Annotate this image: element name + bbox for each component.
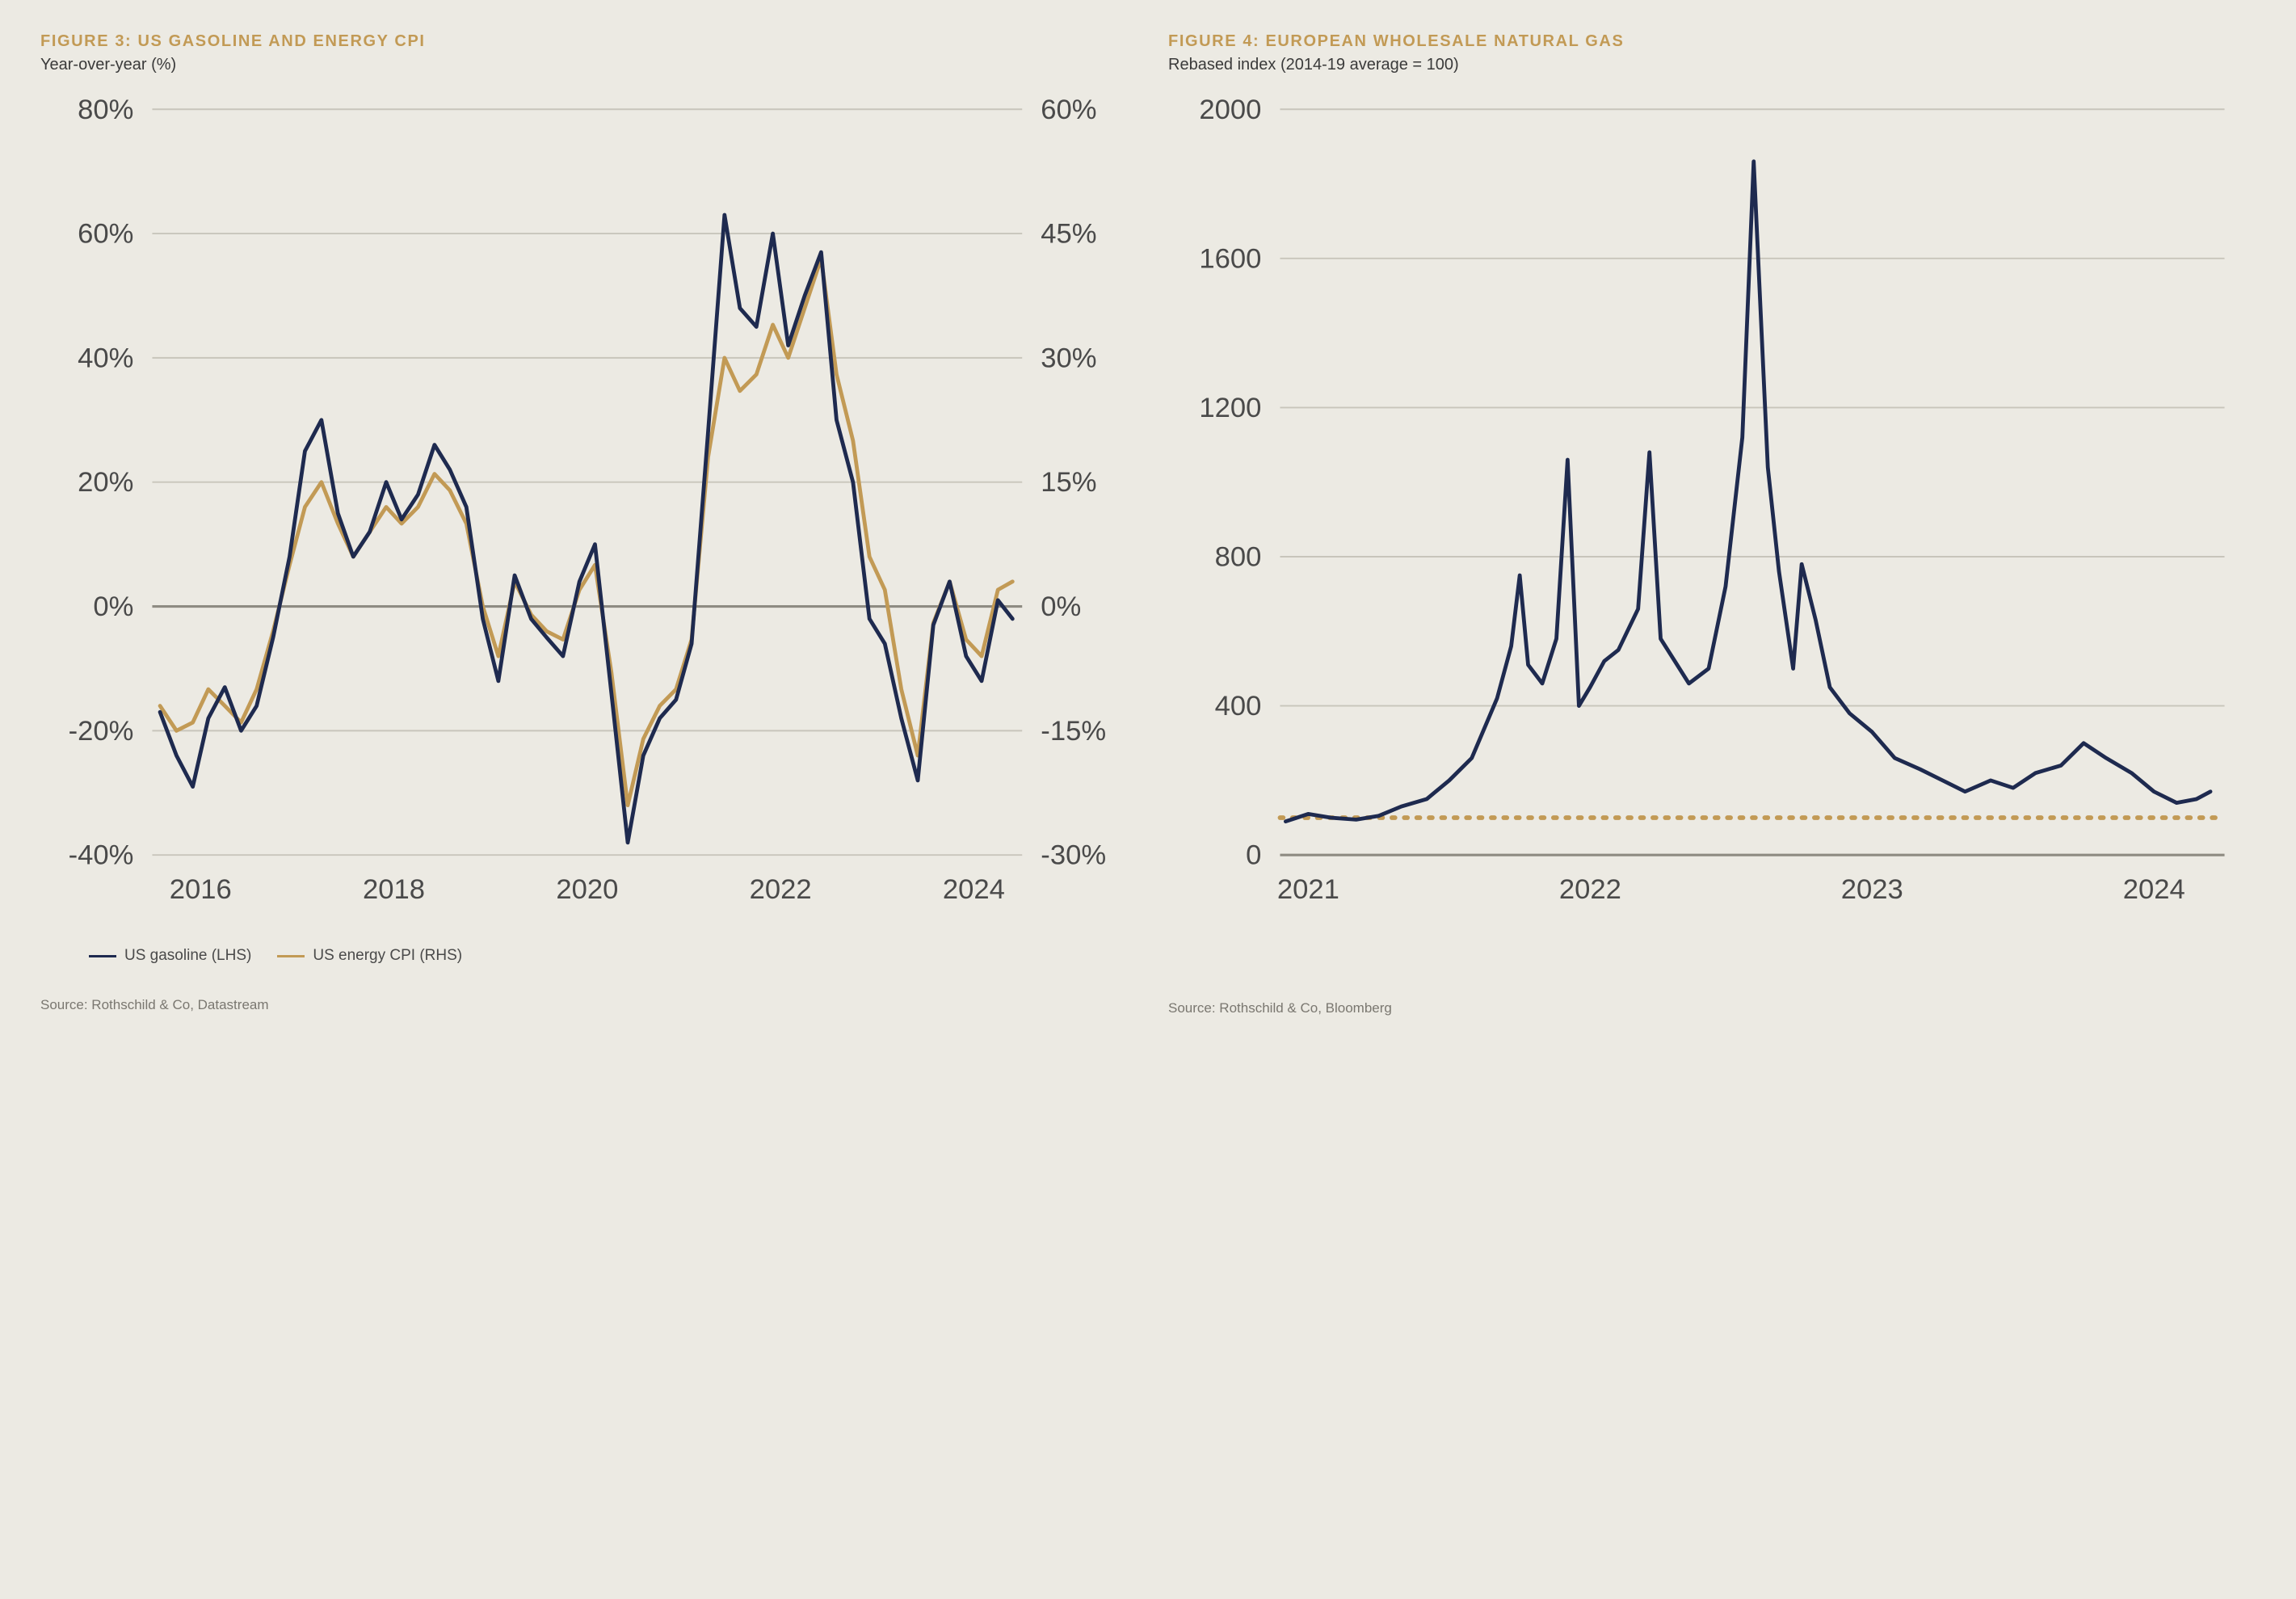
svg-text:2024: 2024 — [943, 874, 1005, 905]
svg-text:2024: 2024 — [2123, 874, 2185, 905]
charts-row: FIGURE 3: US GASOLINE AND ENERGY CPI Yea… — [40, 32, 2256, 1016]
figure-3-panel: FIGURE 3: US GASOLINE AND ENERGY CPI Yea… — [40, 32, 1128, 1016]
svg-text:800: 800 — [1215, 542, 1262, 573]
svg-text:2018: 2018 — [363, 874, 425, 905]
legend-label-energy-cpi: US energy CPI (RHS) — [313, 947, 462, 965]
svg-text:60%: 60% — [1041, 95, 1096, 125]
svg-text:0: 0 — [1246, 840, 1261, 871]
figure-4-subtitle: Rebased index (2014-19 average = 100) — [1168, 56, 2256, 74]
svg-text:2023: 2023 — [1841, 874, 1903, 905]
svg-text:20%: 20% — [78, 467, 133, 498]
figure-4-chart: 0 400 800 1200 1600 2000 2021 2022 2023 2024 — [1168, 94, 2256, 932]
svg-text:40%: 40% — [78, 343, 133, 373]
svg-text:400: 400 — [1215, 691, 1262, 722]
svg-text:45%: 45% — [1041, 219, 1096, 250]
figure-3-chart: -40% -20% 0% 20% 40% 60% 80% -30% -15% 0% 15% 30% 45… — [40, 94, 1128, 932]
svg-text:2022: 2022 — [1559, 874, 1621, 905]
legend-label-gasoline: US gasoline (LHS) — [124, 947, 251, 965]
legend-item-gasoline: US gasoline (LHS) — [89, 947, 251, 965]
svg-text:2020: 2020 — [556, 874, 618, 905]
svg-text:-30%: -30% — [1041, 840, 1106, 871]
svg-text:2016: 2016 — [170, 874, 232, 905]
figure-4-title: FIGURE 4: EUROPEAN WHOLESALE NATURAL GAS — [1168, 32, 2256, 51]
svg-text:0%: 0% — [93, 591, 133, 622]
figure-3-legend: US gasoline (LHS) US energy CPI (RHS) — [40, 947, 1128, 965]
svg-text:1600: 1600 — [1199, 243, 1261, 274]
figure-4-panel: FIGURE 4: EUROPEAN WHOLESALE NATURAL GAS… — [1168, 32, 2256, 1016]
svg-text:1200: 1200 — [1199, 393, 1261, 423]
svg-text:2022: 2022 — [750, 874, 812, 905]
svg-text:80%: 80% — [78, 95, 133, 125]
figure-3-subtitle: Year-over-year (%) — [40, 56, 1128, 74]
figure-4-source: Source: Rothschild & Co, Bloomberg — [1168, 1000, 2256, 1016]
svg-text:15%: 15% — [1041, 467, 1096, 498]
svg-text:-15%: -15% — [1041, 716, 1106, 747]
legend-swatch-energy-cpi — [277, 955, 305, 957]
legend-swatch-gasoline — [89, 955, 116, 957]
svg-text:60%: 60% — [78, 219, 133, 250]
svg-text:2000: 2000 — [1199, 95, 1261, 125]
legend-item-energy-cpi: US energy CPI (RHS) — [277, 947, 462, 965]
svg-text:2021: 2021 — [1277, 874, 1339, 905]
svg-text:-20%: -20% — [69, 716, 134, 747]
svg-text:0%: 0% — [1041, 591, 1081, 622]
svg-text:30%: 30% — [1041, 343, 1096, 373]
svg-text:-40%: -40% — [69, 840, 134, 871]
figure-3-source: Source: Rothschild & Co, Datastream — [40, 997, 1128, 1013]
figure-3-title: FIGURE 3: US GASOLINE AND ENERGY CPI — [40, 32, 1128, 51]
